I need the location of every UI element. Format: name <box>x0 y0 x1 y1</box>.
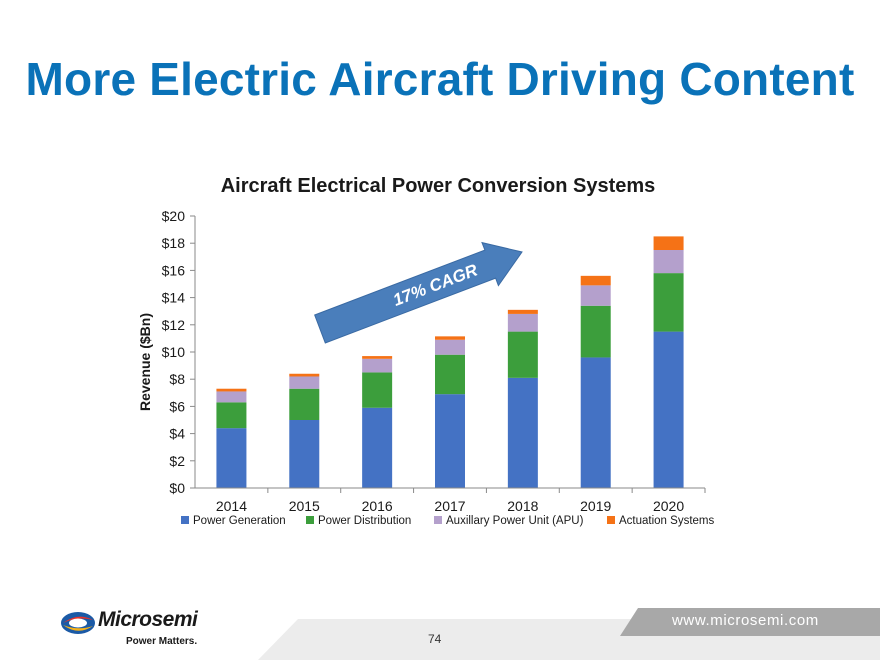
bar-segment-2014-s1 <box>216 402 247 429</box>
logo-tagline: Power Matters. <box>126 636 198 647</box>
logo-wordmark: Microsemi <box>98 608 198 631</box>
x-axis-ticks: 2014 2015 2016 2017 2018 2019 2020 <box>216 488 706 514</box>
bar-segment-2018-s3 <box>507 309 538 314</box>
bar-segment-2017-s1 <box>435 354 465 395</box>
x-tick-label-2018: 2018 <box>507 498 538 514</box>
x-tick-label-2017: 2017 <box>434 498 465 514</box>
cagr-arrow-shape <box>314 241 523 344</box>
bar-segment-2019-s3 <box>580 275 611 286</box>
y-tick-label: $12 <box>162 317 186 333</box>
microsemi-logo-icon <box>61 612 95 634</box>
y-tick-label: $6 <box>169 398 185 414</box>
page-number: 74 <box>428 632 442 646</box>
legend-swatch-2 <box>434 516 442 524</box>
bar-segment-2016-s0 <box>362 407 393 488</box>
bar-segment-2015-s3 <box>289 373 320 377</box>
bar-stack-group <box>216 236 684 488</box>
y-tick-label: $14 <box>162 290 186 306</box>
legend-label-0: Power Generation <box>193 515 286 527</box>
bar-segment-2018-s2 <box>507 313 538 332</box>
chart-axes <box>194 216 705 489</box>
revenue-stacked-bar-chart: Aircraft Electrical Power Conversion Sys… <box>137 175 714 527</box>
legend-label-2: Auxillary Power Unit (APU) <box>446 515 584 527</box>
x-tick-label-2015: 2015 <box>289 498 320 514</box>
bar-segment-2019-s1 <box>580 305 611 358</box>
bar-segment-2019-s2 <box>580 285 611 306</box>
bar-segment-2015-s2 <box>289 376 320 389</box>
bar-segment-2017-s2 <box>435 339 465 355</box>
bar-segment-2016-s1 <box>362 372 393 408</box>
bar-segment-2017-s0 <box>435 394 465 488</box>
bar-segment-2017-s3 <box>435 336 465 340</box>
bar-segment-2014-s2 <box>216 391 247 403</box>
x-tick-label-2019: 2019 <box>580 498 611 514</box>
bar-segment-2016-s2 <box>362 358 393 373</box>
chart-legend: Power Generation Power Distribution Auxill… <box>181 515 714 527</box>
y-tick-label: $4 <box>169 426 185 442</box>
bar-segment-2020-s3 <box>653 236 684 250</box>
x-tick-label-2016: 2016 <box>362 498 393 514</box>
x-tick-label-2020: 2020 <box>653 498 684 514</box>
bar-segment-2019-s0 <box>580 357 611 488</box>
y-tick-label: $2 <box>169 453 185 469</box>
bar-segment-2014-s0 <box>216 428 247 488</box>
chart-title: Aircraft Electrical Power Conversion Sys… <box>221 175 656 197</box>
bar-segment-2015-s1 <box>289 388 320 420</box>
page-title: More Electric Aircraft Driving Content <box>25 53 855 105</box>
legend-swatch-3 <box>607 516 615 524</box>
company-logo: Microsemi Power Matters. <box>60 608 210 654</box>
y-tick-label: $20 <box>162 208 186 224</box>
y-axis-label: Revenue ($Bn) <box>137 313 153 411</box>
y-axis-ticks: $0 $2 $4 $6 $8 $10 $12 $14 $16 $18 $20 <box>162 208 195 496</box>
footer-url[interactable]: www.microsemi.com <box>672 612 819 629</box>
bar-segment-2015-s0 <box>289 420 320 488</box>
y-tick-label: $16 <box>162 262 186 278</box>
bar-segment-2014-s3 <box>216 388 247 392</box>
bar-segment-2018-s1 <box>507 331 538 378</box>
y-tick-label: $0 <box>169 480 185 496</box>
bar-segment-2020-s2 <box>653 250 684 274</box>
url-band <box>620 608 880 636</box>
bar-segment-2020-s1 <box>653 273 684 332</box>
legend-label-3: Actuation Systems <box>619 515 714 527</box>
bar-segment-2018-s0 <box>507 377 538 488</box>
bar-segment-2016-s3 <box>362 356 393 359</box>
cagr-arrow-annotation: 17% CAGR <box>314 241 523 344</box>
legend-label-1: Power Distribution <box>318 515 411 527</box>
legend-swatch-1 <box>306 516 314 524</box>
y-tick-label: $10 <box>162 344 186 360</box>
bar-segment-2020-s0 <box>653 331 684 488</box>
y-tick-label: $18 <box>162 235 186 251</box>
legend-swatch-0 <box>181 516 189 524</box>
y-tick-label: $8 <box>169 371 185 387</box>
x-tick-label-2014: 2014 <box>216 498 247 514</box>
